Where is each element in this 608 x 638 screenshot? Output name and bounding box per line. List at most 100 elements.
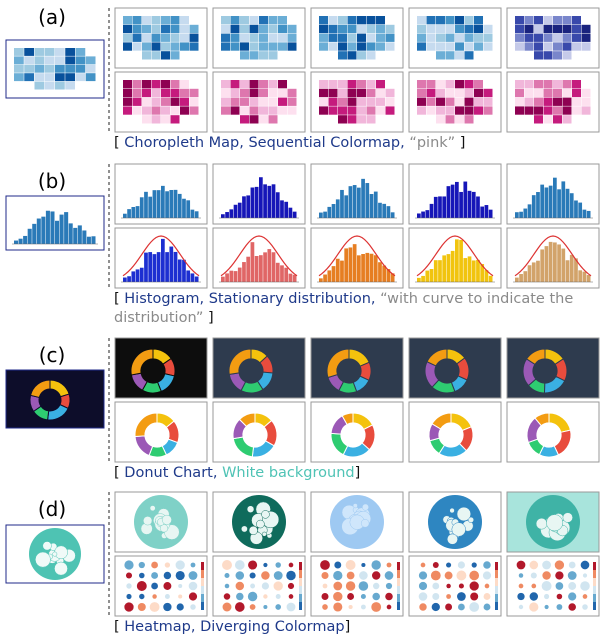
map-region — [436, 89, 445, 97]
heat-cell — [347, 593, 354, 600]
hist-bar — [515, 212, 519, 218]
caption-chart: Heatmap, Diverging Colormap — [124, 619, 344, 635]
heat-cell — [320, 560, 330, 570]
map-region — [55, 56, 65, 64]
colorbar — [593, 570, 596, 578]
hist-bar — [186, 200, 190, 218]
hist-bar — [153, 190, 157, 218]
map-region — [553, 16, 562, 24]
hist-bar — [528, 204, 532, 218]
map-region — [544, 25, 553, 33]
heat-cell — [530, 592, 538, 600]
hist-bar — [357, 188, 361, 218]
map-region — [329, 106, 338, 114]
map-region — [259, 80, 268, 88]
map-region — [278, 34, 287, 42]
map-region — [563, 80, 572, 88]
map-region — [329, 98, 338, 106]
heat-cell — [458, 561, 465, 568]
hist-bar — [136, 269, 140, 282]
colorbar — [495, 570, 498, 578]
map-region — [14, 65, 24, 73]
map-region — [436, 16, 445, 24]
map-region — [484, 34, 493, 42]
heat-cell — [333, 602, 342, 611]
colorbar — [201, 562, 204, 570]
hist-bar — [319, 278, 323, 282]
hist-bar — [46, 211, 50, 244]
hist-bar — [468, 256, 472, 282]
hist-bar — [157, 252, 161, 282]
map-region — [455, 34, 464, 42]
heat-cell — [419, 582, 427, 590]
map-region — [484, 106, 493, 114]
pack-circle — [249, 526, 258, 535]
hist-bar — [178, 194, 182, 218]
map-region — [436, 106, 445, 114]
heat-cell — [224, 573, 229, 578]
map-region — [465, 106, 474, 114]
hist-bar — [463, 182, 467, 218]
map-region — [572, 42, 581, 50]
heat-cell — [289, 563, 294, 568]
hist-bar — [340, 190, 344, 218]
hist-bar — [417, 278, 421, 282]
colorbar — [201, 586, 204, 594]
colorbar — [495, 578, 498, 586]
hist-bar — [523, 271, 527, 282]
map-region — [76, 48, 86, 56]
pack-circle — [247, 506, 254, 513]
map-region — [221, 34, 230, 42]
map-region — [427, 42, 436, 50]
colorbar — [593, 562, 596, 570]
map-region — [474, 16, 483, 24]
colorbar — [201, 594, 204, 602]
hist-bar — [459, 240, 463, 282]
map-region — [367, 98, 376, 106]
map-region — [142, 106, 151, 114]
row-label: (c) — [39, 343, 66, 367]
map-region — [161, 115, 170, 123]
map-region — [86, 73, 96, 81]
map-region — [221, 89, 230, 97]
map-region — [171, 16, 180, 24]
hist-bar — [169, 190, 173, 218]
map-region — [240, 106, 249, 114]
map-region — [250, 89, 259, 97]
hist-bar — [60, 215, 64, 244]
map-region — [348, 80, 357, 88]
map-region — [367, 51, 376, 59]
heat-cell — [274, 581, 283, 590]
map-region — [427, 25, 436, 33]
map-region — [357, 115, 366, 123]
colorbar — [299, 586, 302, 594]
heat-cell — [177, 603, 184, 610]
heat-cell — [163, 603, 171, 611]
map-region — [455, 98, 464, 106]
map-region — [259, 89, 268, 97]
hist-bar — [148, 252, 152, 282]
map-region — [35, 82, 45, 90]
hist-bar — [174, 252, 178, 282]
map-region — [319, 42, 328, 50]
heat-cell — [432, 603, 440, 611]
map-region — [376, 25, 385, 33]
map-region — [436, 80, 445, 88]
heat-cell — [556, 604, 562, 610]
map-region — [544, 51, 553, 59]
colorbar — [593, 586, 596, 594]
map-region — [357, 98, 366, 106]
heat-cell — [446, 562, 451, 567]
hist-bar — [370, 254, 374, 282]
heat-cell — [333, 582, 342, 591]
heat-cell — [189, 571, 198, 580]
map-region — [357, 80, 366, 88]
hist-bar — [515, 278, 519, 282]
hist-bar — [438, 196, 442, 218]
map-region — [544, 115, 553, 123]
colorbar — [495, 602, 498, 610]
heat-cell — [263, 605, 267, 609]
map-region — [582, 34, 591, 42]
hist-bar — [365, 253, 369, 282]
map-region — [465, 98, 474, 106]
